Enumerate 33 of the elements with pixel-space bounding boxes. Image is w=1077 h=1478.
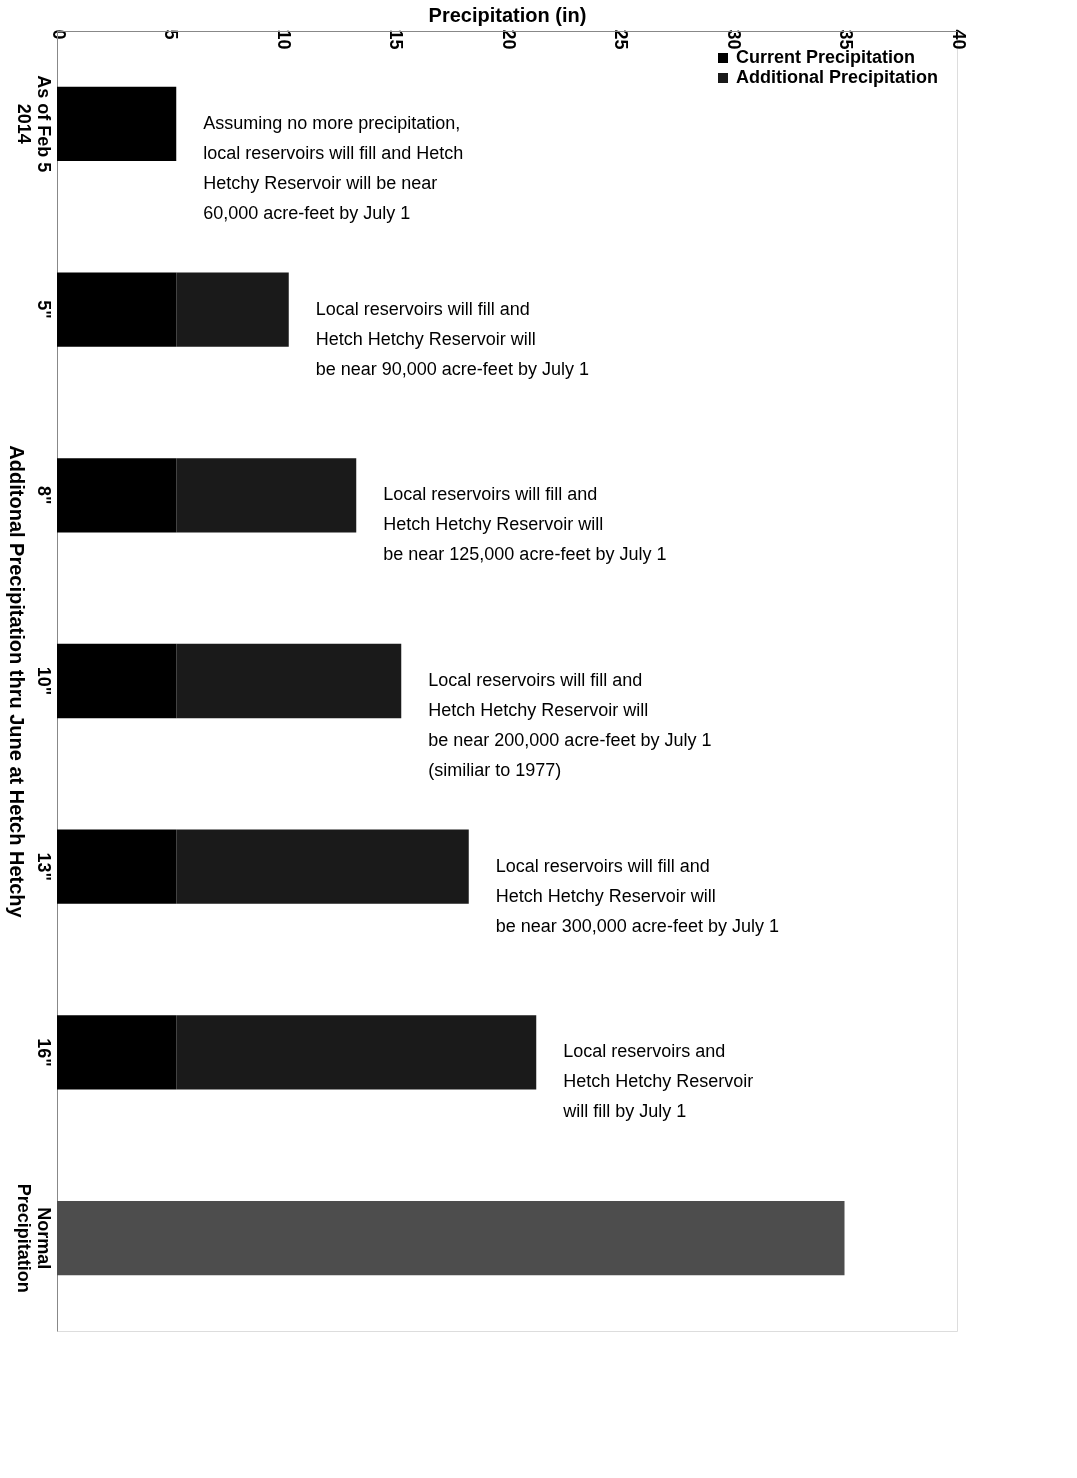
annotation: Local reservoirs will fill and Hetch Hetchy Reservoir will be near 125,000 acre-feet by July 1: [383, 484, 667, 565]
annotation: Local reservoirs and Hetch Hetchy Reservoir will fill by July 1: [562, 1041, 754, 1122]
x-tick-label: 30: [723, 29, 744, 50]
x-tick-label: 35: [836, 29, 856, 50]
bar: [57, 458, 177, 533]
bar: [176, 643, 402, 719]
annotation: Assuming no more precipitation, local reservoirs will fill and Hetch Hetchy Reservoir will be near 60,000 acre-feet by July 1: [203, 112, 464, 223]
annotation: Local reservoirs will fill and Hetch Hetchy Reservoir will be near 90,000 acre-feet by July 1: [315, 298, 589, 379]
bar: [176, 272, 289, 347]
bar: [57, 272, 177, 347]
y-tick-label: Normal Precipitation: [13, 1183, 54, 1293]
legend-label: Additional Precipitation: [736, 67, 939, 87]
y-tick-label: 8": [33, 486, 54, 505]
y-tick-label: 10": [33, 666, 54, 696]
bar: [176, 1015, 537, 1090]
bar: [176, 829, 469, 904]
x-axis-title: Precipitation (in): [428, 3, 587, 26]
bar: [57, 1015, 177, 1090]
y-tick-label: As of Feb 5 2014: [13, 75, 54, 173]
bar: [176, 458, 357, 533]
x-tick-label: 10: [273, 29, 294, 50]
y-axis-title: Additonal Precipitation thru June at Hetch Hetchy: [5, 445, 28, 919]
y-tick-label: 16": [33, 1038, 54, 1067]
x-tick-label: 15: [386, 29, 406, 50]
bar: [57, 643, 177, 719]
annotation: Local reservoirs will fill and Hetch Hetchy Reservoir will be near 300,000 acre-feet by July 1: [495, 855, 779, 936]
x-tick-label: 40: [948, 29, 969, 50]
bar: [57, 829, 177, 904]
y-tick-label: 13": [33, 852, 54, 881]
bar: [57, 1201, 845, 1276]
y-tick-label: 5": [33, 300, 54, 319]
annotation: Local reservoirs will fill and Hetch Hetchy Reservoir will be near 200,000 acre-feet by July 1 (similiar to 1977): [428, 670, 712, 780]
bar: [57, 86, 177, 161]
